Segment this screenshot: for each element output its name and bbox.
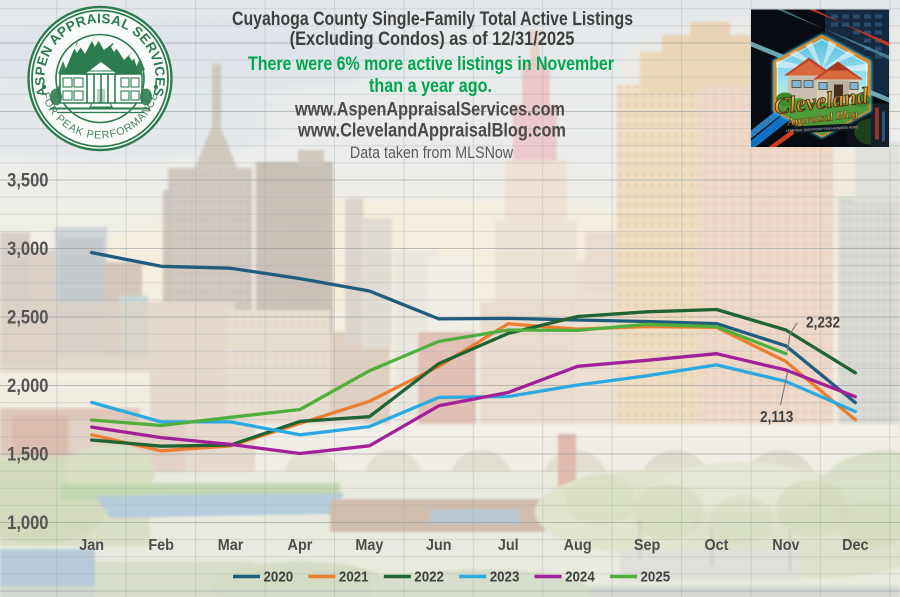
svg-text:Feb: Feb (148, 537, 174, 555)
svg-text:Cuyahoga County Single-Family: Cuyahoga County Single-Family Total Acti… (232, 8, 633, 30)
svg-text:2022: 2022 (414, 568, 444, 585)
svg-text:2,113: 2,113 (760, 409, 793, 426)
svg-text:2,232: 2,232 (806, 315, 840, 332)
svg-text:2025: 2025 (641, 568, 671, 585)
svg-text:www.AspenAppraisalServices.com: www.AspenAppraisalServices.com (294, 98, 565, 119)
svg-text:2023: 2023 (490, 568, 520, 585)
svg-text:Mar: Mar (218, 537, 244, 555)
svg-text:Sep: Sep (634, 537, 660, 555)
svg-text:Cleveland: Cleveland (773, 83, 870, 119)
svg-text:than a year ago.: than a year ago. (369, 75, 492, 97)
svg-text:Jan: Jan (79, 537, 104, 555)
svg-text:2,000: 2,000 (7, 375, 48, 396)
svg-text:Data taken from MLSNow: Data taken from MLSNow (350, 144, 514, 162)
svg-text:1,500: 1,500 (7, 443, 48, 464)
svg-text:Jun: Jun (426, 537, 452, 555)
svg-text:2020: 2020 (264, 568, 294, 585)
svg-text:2021: 2021 (339, 568, 369, 585)
svg-text:Nov: Nov (772, 537, 800, 555)
svg-text:Apr: Apr (288, 537, 313, 555)
svg-text:(Excluding Condos) as of 12/31: (Excluding Condos) as of 12/31/2025 (290, 28, 575, 49)
svg-text:3,000: 3,000 (7, 238, 48, 259)
svg-text:2,500: 2,500 (7, 306, 48, 327)
svg-text:Oct: Oct (704, 537, 728, 555)
svg-text:APPRAISAL QUESTIONS? FIND ANSW: APPRAISAL QUESTIONS? FIND ANSWERS HERE! (786, 125, 859, 133)
svg-text:1,000: 1,000 (7, 512, 48, 533)
svg-text:May: May (355, 537, 384, 555)
svg-text:There were 6% more active list: There were 6% more active listings in No… (248, 53, 614, 75)
svg-text:Aug: Aug (564, 537, 592, 555)
svg-text:Jul: Jul (498, 537, 519, 555)
svg-text:www.ClevelandAppraisalBlog.com: www.ClevelandAppraisalBlog.com (297, 119, 566, 140)
svg-text:2024: 2024 (565, 568, 595, 585)
svg-text:Dec: Dec (842, 537, 868, 555)
svg-text:3,500: 3,500 (7, 169, 48, 190)
